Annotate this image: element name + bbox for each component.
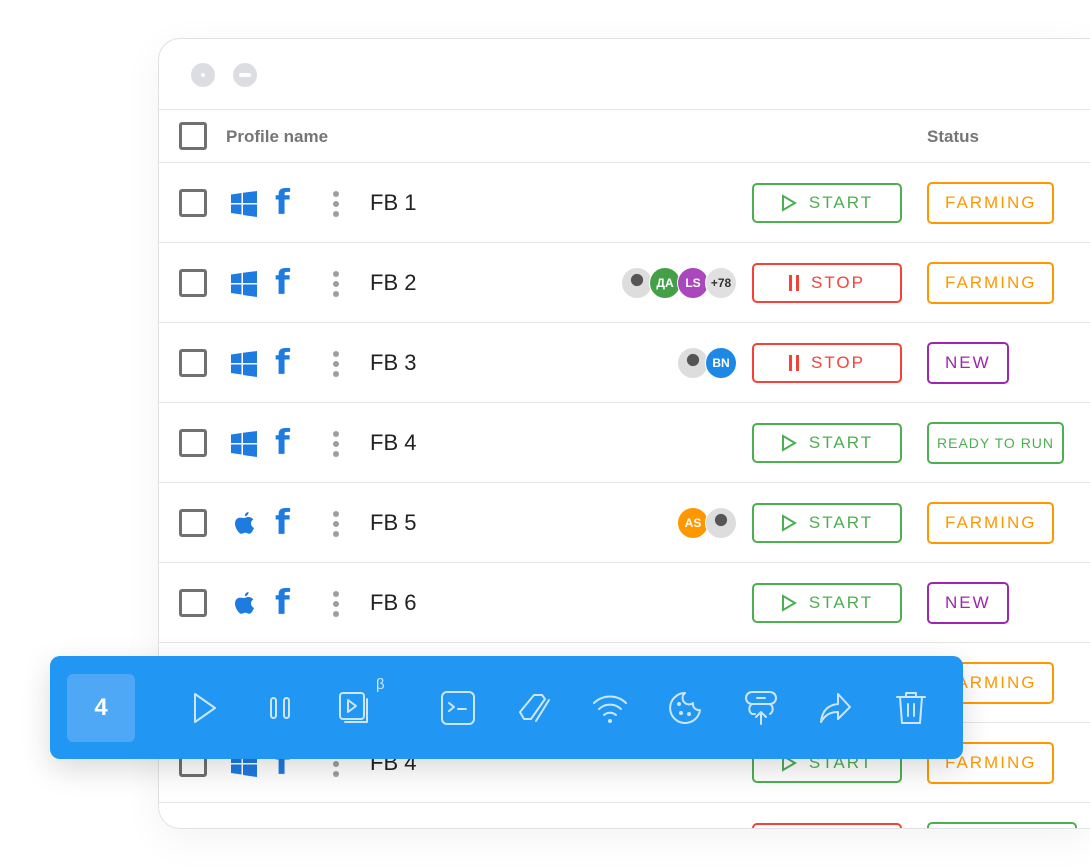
facebook-icon: f — [275, 263, 290, 303]
terminal-icon[interactable] — [440, 690, 476, 726]
row-checkbox[interactable] — [179, 429, 207, 457]
avatar[interactable] — [677, 347, 709, 379]
avatar[interactable] — [705, 507, 737, 539]
facebook-icon: f — [275, 423, 290, 463]
windows-icon — [231, 191, 257, 217]
table-row[interactable]: f FB 4 START READY TO RUN — [159, 403, 1090, 483]
profile-name[interactable]: FB 5 — [370, 510, 417, 535]
cookie-icon[interactable] — [667, 690, 703, 726]
status-badge: FARMING — [927, 262, 1055, 304]
play-icon — [781, 434, 797, 452]
more-options-icon[interactable] — [333, 351, 339, 377]
facebook-icon: f — [275, 825, 290, 828]
more-options-icon[interactable] — [333, 431, 339, 457]
row-checkbox[interactable] — [179, 269, 207, 297]
avatar[interactable]: +78 — [705, 267, 737, 299]
table-row[interactable]: f FB 5 AS START FARMING — [159, 483, 1090, 563]
table-header: Profile name Status — [159, 109, 1090, 163]
profile-name[interactable]: FB 1 — [370, 190, 417, 215]
row-checkbox[interactable] — [179, 589, 207, 617]
status-badge — [927, 822, 1077, 828]
facebook-icon: f — [275, 183, 290, 223]
profile-name[interactable]: FB 3 — [370, 350, 417, 375]
status-badge: FARMING — [927, 742, 1055, 784]
column-status[interactable]: Status — [927, 127, 979, 146]
start-button[interactable]: START — [752, 583, 902, 623]
start-button[interactable]: START — [752, 183, 902, 223]
stop-button[interactable]: STOP — [752, 343, 902, 383]
pause-icon — [789, 355, 799, 371]
apple-icon — [231, 591, 257, 617]
windows-icon — [231, 351, 257, 377]
status-badge: FARMING — [927, 182, 1055, 224]
status-badge: READY TO RUN — [927, 422, 1065, 464]
status-badge: NEW — [927, 342, 1009, 384]
pause-icon — [789, 275, 799, 291]
shared-users — [599, 827, 737, 828]
profile-name[interactable]: FB 4 — [370, 430, 417, 455]
avatar[interactable]: BN — [705, 347, 737, 379]
avatar[interactable]: ДА — [649, 267, 681, 299]
avatar[interactable]: AS — [677, 507, 709, 539]
share-icon[interactable] — [818, 690, 854, 726]
select-all-checkbox[interactable] — [179, 122, 207, 150]
play-icon[interactable] — [186, 690, 222, 726]
row-checkbox[interactable] — [179, 189, 207, 217]
upload-server-icon[interactable] — [743, 690, 779, 726]
table-row[interactable]: f FB 2 ДА LS +78 STOP FARMING — [159, 243, 1090, 323]
table-row[interactable]: f FB 1 START FARMING — [159, 163, 1090, 243]
windows-icon — [231, 431, 257, 457]
start-button[interactable]: START — [752, 503, 902, 543]
row-checkbox[interactable] — [179, 349, 207, 377]
facebook-icon: f — [275, 583, 290, 623]
trash-icon[interactable] — [893, 690, 929, 726]
table-row[interactable]: f FB 6 START NEW — [159, 563, 1090, 643]
wifi-proxy-icon[interactable] — [592, 690, 628, 726]
profile-name[interactable]: FB 2 — [370, 270, 417, 295]
selected-count: 4 — [67, 674, 135, 742]
more-options-icon[interactable] — [333, 271, 339, 297]
table-row[interactable]: f FB 3 BN STOP NEW — [159, 323, 1090, 403]
profile-name[interactable]: FB 6 — [370, 590, 417, 615]
facebook-icon: f — [275, 343, 290, 383]
window-minimize-button[interactable] — [233, 63, 257, 87]
facebook-icon: f — [275, 503, 290, 543]
avatar[interactable] — [677, 827, 709, 828]
more-options-icon[interactable] — [333, 511, 339, 537]
play-icon — [781, 194, 797, 212]
shared-users: ДА LS +78 — [599, 267, 737, 299]
shared-users: BN — [599, 347, 737, 379]
avatar[interactable] — [649, 827, 681, 828]
apple-icon — [231, 511, 257, 537]
play-icon — [781, 594, 797, 612]
table-row[interactable]: f — [159, 803, 1090, 828]
start-button[interactable]: START — [752, 423, 902, 463]
beta-badge: β — [376, 676, 385, 693]
shared-users: AS — [599, 507, 737, 539]
avatar[interactable]: LS — [677, 267, 709, 299]
play-icon — [781, 514, 797, 532]
start-button[interactable] — [752, 823, 902, 828]
status-badge: FARMING — [927, 502, 1055, 544]
avatar[interactable] — [705, 827, 737, 828]
row-checkbox[interactable] — [179, 509, 207, 537]
window-close-button[interactable] — [191, 63, 215, 87]
more-options-icon[interactable] — [333, 191, 339, 217]
status-badge: NEW — [927, 582, 1009, 624]
column-profile-name[interactable]: Profile name — [226, 127, 329, 146]
avatar[interactable] — [621, 267, 653, 299]
more-options-icon[interactable] — [333, 591, 339, 617]
play-icon — [781, 754, 797, 772]
pause-icon[interactable] — [262, 690, 298, 726]
tag-icon[interactable] — [516, 690, 552, 726]
bulk-actions-toolbar: 4 β — [50, 656, 963, 759]
stop-button[interactable]: STOP — [752, 263, 902, 303]
video-clone-icon[interactable] — [337, 690, 373, 726]
windows-icon — [231, 271, 257, 297]
